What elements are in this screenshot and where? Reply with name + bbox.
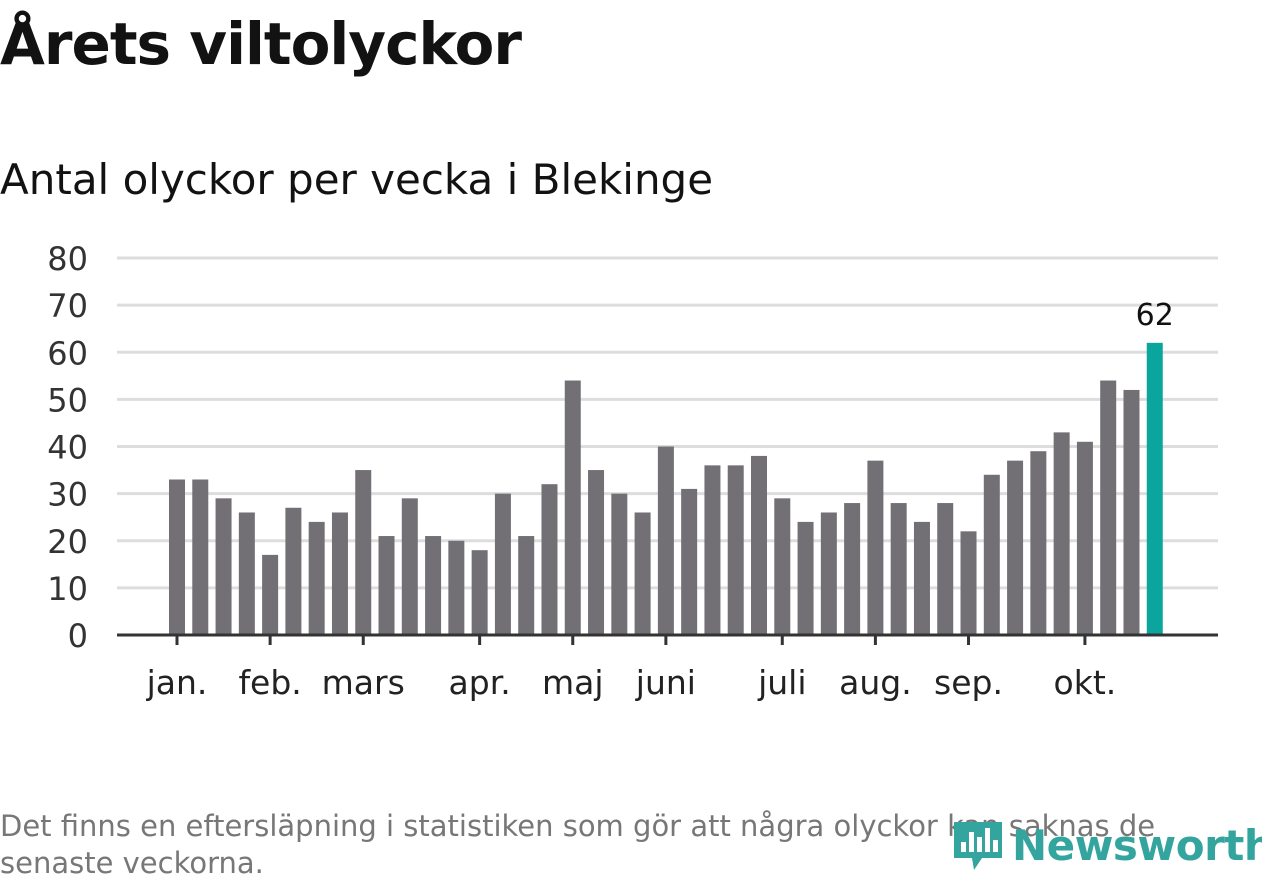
bar [448, 540, 465, 635]
y-tick-label: 40 [47, 429, 88, 467]
newsworthy-logo-icon [954, 822, 1002, 870]
y-tick-label: 60 [47, 334, 88, 372]
bar [401, 498, 418, 635]
bar [541, 484, 558, 635]
bar [960, 531, 977, 635]
bars [169, 342, 1163, 635]
brand-name: Newsworthy [1012, 820, 1262, 870]
bar [262, 554, 279, 635]
y-tick-label: 50 [47, 381, 88, 419]
x-tick-label: mars [322, 663, 405, 702]
bar [820, 512, 837, 635]
bar [215, 498, 232, 635]
x-tick-label: juni [635, 663, 696, 702]
bar [751, 455, 767, 635]
bar [913, 521, 930, 635]
bar [1076, 441, 1093, 635]
bar [1030, 451, 1047, 635]
bar [494, 493, 511, 635]
bar [611, 493, 628, 635]
bar [425, 536, 442, 635]
bar [564, 380, 581, 635]
bar [634, 512, 651, 635]
bar [867, 460, 884, 635]
brand-logo[interactable]: Newsworthy [952, 818, 1262, 872]
y-tick-label: 10 [47, 570, 88, 608]
bar [1123, 389, 1140, 635]
y-axis-ticks: 0 10 20 30 40 50 60 70 80 [47, 240, 88, 655]
x-tick-label: juli [757, 663, 806, 702]
bar [774, 498, 791, 635]
x-tick-label: okt. [1054, 663, 1117, 702]
chart-title: Årets viltolyckor [0, 10, 522, 78]
bar [192, 479, 209, 635]
y-tick-label: 30 [47, 476, 88, 514]
bar [1100, 380, 1117, 635]
x-tick-label: sep. [934, 663, 1003, 702]
x-axis-ticks: jan. feb. mars apr. maj juni juli aug. sep. okt. [146, 635, 1117, 702]
y-tick-label: 20 [47, 523, 88, 561]
bar [1053, 432, 1070, 635]
bar [238, 512, 255, 635]
bar [681, 488, 698, 635]
bar [285, 507, 302, 635]
y-tick-label: 70 [47, 287, 88, 325]
x-tick-label: apr. [449, 663, 511, 702]
x-tick-label: jan. [146, 663, 208, 702]
bar [518, 536, 535, 635]
bar [890, 503, 907, 635]
bar-chart: 0 10 20 30 40 50 60 70 80 jan. feb. mars apr. maj jun… [47, 240, 1218, 702]
x-tick-label: feb. [238, 663, 301, 702]
y-tick-label: 0 [68, 617, 88, 655]
bar [727, 465, 744, 635]
x-tick-label: maj [542, 663, 604, 702]
bar [983, 474, 1000, 635]
bar [657, 446, 674, 635]
bar [355, 470, 372, 635]
bar [331, 512, 348, 635]
highlight-bar [1146, 342, 1163, 635]
highlight-data-label: 62 [1136, 298, 1174, 333]
y-tick-label: 80 [47, 240, 88, 278]
bar [1007, 460, 1024, 635]
bar [471, 550, 488, 635]
bar [169, 479, 185, 635]
bar [588, 470, 605, 635]
bar [378, 536, 395, 635]
bar [308, 521, 325, 635]
x-tick-label: aug. [839, 663, 912, 702]
bar [797, 521, 814, 635]
bar [937, 503, 954, 635]
bar [704, 465, 721, 635]
bar [844, 503, 861, 635]
chart-subtitle: Antal olyckor per vecka i Blekinge [0, 155, 714, 204]
